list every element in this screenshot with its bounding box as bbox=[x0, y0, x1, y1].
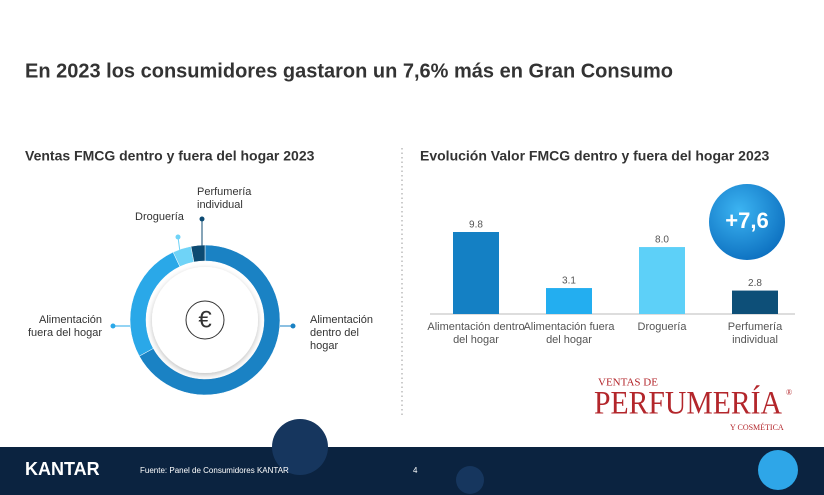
badge bbox=[709, 184, 785, 260]
icon-ring bbox=[185, 300, 225, 340]
center-icon: € bbox=[198, 306, 212, 333]
bar bbox=[546, 288, 592, 314]
donut-label: Droguería bbox=[135, 211, 184, 223]
value-label: 2.8 bbox=[748, 278, 762, 289]
bar bbox=[453, 232, 499, 314]
chart-title: Ventas FMCG dentro y fuera del hogar 202… bbox=[25, 148, 315, 164]
decor bbox=[456, 466, 484, 494]
logo-bottom: Y COSMÉTICA bbox=[730, 422, 784, 432]
badge-text: +7,6 bbox=[725, 208, 768, 233]
brand: KANTAR bbox=[25, 459, 100, 479]
x-tick-label: Perfumería individual bbox=[727, 321, 783, 346]
logo-main: PERFUMERÍA bbox=[594, 385, 782, 422]
leader-line bbox=[177, 236, 181, 253]
donut-label: Perfumería individual bbox=[197, 186, 252, 211]
footer-icon bbox=[758, 450, 798, 490]
donut-segment bbox=[190, 244, 206, 263]
donut-segment bbox=[138, 244, 281, 396]
donut-inner bbox=[152, 267, 258, 373]
source: Fuente: Panel de Consumidores KANTAR bbox=[140, 466, 289, 475]
leader-dot bbox=[110, 323, 116, 329]
value-label: 9.8 bbox=[469, 220, 483, 231]
logo-top: VENTAS DE bbox=[598, 377, 658, 389]
decor bbox=[272, 419, 328, 475]
x-tick-label: Alimentación dentro del hogar bbox=[427, 321, 525, 346]
bar bbox=[732, 290, 778, 314]
bar bbox=[639, 247, 685, 314]
logo-mark: ® bbox=[786, 388, 792, 397]
x-tick-label: Alimentación fuera del hogar bbox=[523, 321, 615, 346]
donut-label: Alimentación dentro del hogar bbox=[310, 314, 373, 352]
leader-dot bbox=[175, 234, 181, 240]
chart-title: Evolución Valor FMCG dentro y fuera del … bbox=[420, 148, 770, 164]
slide-title: En 2023 los consumidores gastaron un 7,6… bbox=[25, 60, 673, 82]
leader-dot bbox=[290, 323, 296, 329]
value-label: 3.1 bbox=[562, 276, 576, 287]
x-tick-label: Droguería bbox=[637, 321, 687, 333]
donut-label: Alimentación fuera del hogar bbox=[28, 314, 102, 339]
value-label: 8.0 bbox=[655, 235, 669, 246]
footer-band bbox=[0, 447, 824, 495]
page-number: 4 bbox=[413, 466, 418, 475]
leader-dot bbox=[199, 216, 205, 222]
